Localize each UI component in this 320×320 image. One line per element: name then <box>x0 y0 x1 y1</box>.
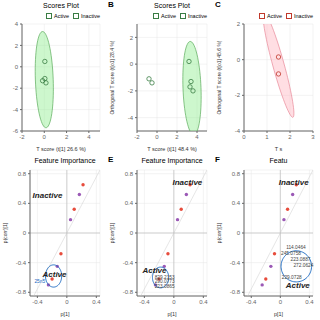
svg-text:0: 0 <box>65 299 69 305</box>
svg-text:4: 4 <box>87 134 91 140</box>
svg-text:p(corr)[1]: p(corr)[1] <box>109 222 115 243</box>
svg-text:0: 0 <box>237 57 241 63</box>
svg-text:T score (t[1] 48.4 %): T score (t[1] 48.4 %) <box>147 146 197 152</box>
html-text:Feature Importance: Feature Importance <box>34 157 96 164</box>
svg-text:1: 1 <box>265 134 269 140</box>
svg-text:0.8: 0.8 <box>18 171 27 177</box>
svg-text:-4: -4 <box>235 128 241 134</box>
html-text:Active: Active <box>267 12 282 19</box>
svg-text:0.8: 0.8 <box>232 171 241 177</box>
svg-text:Inactive: Inactive <box>33 191 63 200</box>
svg-text:2: 2 <box>130 35 134 41</box>
svg-text:Active: Active <box>41 270 67 279</box>
html-text:F: F <box>215 155 220 164</box>
svg-text:223.0865: 223.0865 <box>155 284 175 289</box>
svg-text:245.0758: 245.0758 <box>281 251 301 256</box>
svg-text:3: 3 <box>311 134 312 140</box>
svg-text:2: 2 <box>288 134 292 140</box>
svg-text:0.4: 0.4 <box>199 299 208 305</box>
svg-text:-4: -4 <box>13 107 19 113</box>
html-text:E: E <box>108 155 114 164</box>
svg-text:0.4: 0.4 <box>232 200 241 206</box>
svg-text:114.0464: 114.0464 <box>286 245 306 250</box>
svg-text:829.2153: 829.2153 <box>154 275 175 280</box>
svg-text:0: 0 <box>155 134 159 140</box>
html-text:Active: Active <box>161 12 176 19</box>
svg-text:-0.4: -0.4 <box>139 299 150 305</box>
svg-text:-2: -2 <box>134 134 140 140</box>
html-text:C: C <box>215 0 221 9</box>
html-text:Scores Plot: Scores Plot <box>154 2 190 9</box>
svg-text:272.0624: 272.0624 <box>293 263 312 268</box>
svg-text:-0.8: -0.8 <box>123 289 134 295</box>
svg-text:Active: Active <box>285 281 311 290</box>
svg-text:0: 0 <box>172 299 176 305</box>
svg-text:Inactive: Inactive <box>279 178 309 187</box>
svg-text:0.8: 0.8 <box>125 171 134 177</box>
svg-text:0: 0 <box>130 61 134 67</box>
svg-text:290.0773: 290.0773 <box>154 279 175 285</box>
svg-text:0: 0 <box>237 230 241 236</box>
svg-text:0: 0 <box>15 64 19 70</box>
html-text:Active: Active <box>54 12 69 19</box>
svg-text:-6: -6 <box>13 128 19 134</box>
svg-text:229.0728: 229.0728 <box>282 275 302 280</box>
svg-text:4: 4 <box>195 134 199 140</box>
svg-text:0: 0 <box>242 134 246 140</box>
svg-text:-0.4: -0.4 <box>230 260 241 266</box>
svg-text:0.4: 0.4 <box>305 299 312 305</box>
svg-text:-2: -2 <box>19 134 25 140</box>
svg-text:2: 2 <box>65 134 69 140</box>
svg-text:-0.8: -0.8 <box>230 289 241 295</box>
svg-text:p(corr)[1]: p(corr)[1] <box>216 222 222 243</box>
svg-text:-2: -2 <box>235 92 241 98</box>
svg-text:T score (t[1] 26.6 %): T score (t[1] 26.6 %) <box>36 146 86 152</box>
svg-text:Orthogonal T score (t[o1] 28.4: Orthogonal T score (t[o1] 28.4 %) <box>109 40 115 114</box>
html-text:Inactive: Inactive <box>294 12 313 19</box>
svg-text:223.0887: 223.0887 <box>290 257 310 262</box>
svg-text:0: 0 <box>23 230 27 236</box>
svg-text:-0.8: -0.8 <box>16 289 27 295</box>
svg-text:0: 0 <box>43 134 47 140</box>
svg-text:-2: -2 <box>128 88 134 94</box>
svg-text:0: 0 <box>279 299 283 305</box>
svg-text:0: 0 <box>130 230 134 236</box>
svg-text:T s: T s <box>275 146 283 152</box>
svg-text:-0.4: -0.4 <box>123 260 134 266</box>
svg-text:4: 4 <box>15 21 19 27</box>
svg-text:0.4: 0.4 <box>18 200 27 206</box>
html-text:Feature Importance: Feature Importance <box>141 157 203 164</box>
svg-text:p[1]: p[1] <box>167 311 177 317</box>
svg-text:Inactive: Inactive <box>173 178 203 187</box>
svg-text:2: 2 <box>15 43 19 49</box>
svg-text:p[1]: p[1] <box>60 311 70 317</box>
svg-text:Active: Active <box>141 266 167 275</box>
svg-text:25n5: 25n5 <box>34 279 45 284</box>
svg-text:-4: -4 <box>128 115 134 121</box>
html-text:Featu: Featu <box>269 157 288 164</box>
svg-text:0.4: 0.4 <box>125 200 134 206</box>
html-text:Scores Plot: Scores Plot <box>43 2 79 9</box>
svg-text:Orthogonal T score (t[o1] 45.6: Orthogonal T score (t[o1] 45.6 %) <box>216 40 222 114</box>
svg-text:-0.4: -0.4 <box>32 299 43 305</box>
svg-text:0.4: 0.4 <box>92 299 101 305</box>
svg-text:-0.4: -0.4 <box>16 260 27 266</box>
svg-text:2: 2 <box>175 134 179 140</box>
svg-text:p[1]: p[1] <box>274 311 284 317</box>
html-text:B: B <box>108 0 114 9</box>
html-text:Inactive: Inactive <box>188 12 207 19</box>
svg-text:-2: -2 <box>13 85 19 91</box>
svg-text:-0.4: -0.4 <box>246 299 257 305</box>
html-text:Inactive: Inactive <box>81 12 100 19</box>
svg-text:2: 2 <box>237 21 241 27</box>
